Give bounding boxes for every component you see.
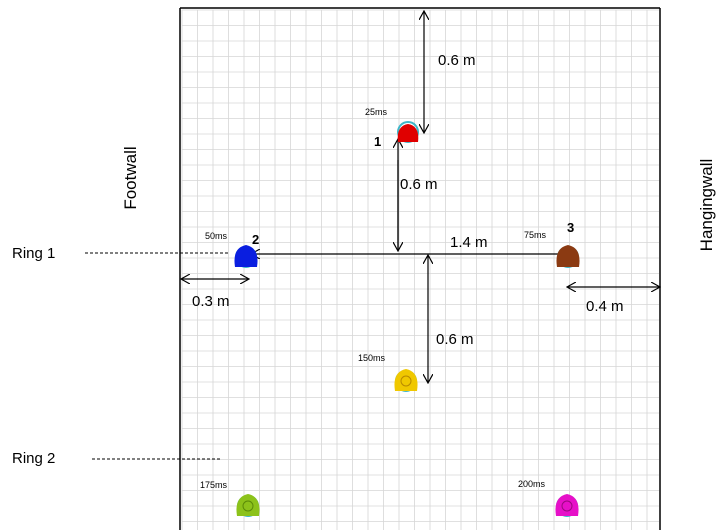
hole-3-charge [556, 245, 580, 267]
blast-hole-3: 75ms 3 [524, 220, 580, 268]
dim-label-hole3-to-hangingwall: 0.4 m [586, 298, 624, 315]
hole-5-delay: 175ms [200, 480, 228, 490]
hole-2-number: 2 [252, 232, 259, 247]
hole-4-delay: 150ms [358, 353, 386, 363]
hole-2-charge [234, 245, 258, 267]
hole-1-delay: 25ms [365, 107, 388, 117]
dim-label-top-to-hole1: 0.6 m [438, 52, 476, 69]
hole-6-delay: 200ms [518, 479, 546, 489]
dim-label-hole1-to-ring1: 0.6 m [400, 176, 438, 193]
blast-hole-1: 25ms 1 [365, 107, 419, 149]
hole-5-charge [236, 494, 260, 516]
dim-label-ring1-to-hole4: 0.6 m [436, 331, 474, 348]
hole-4-center-mark [400, 375, 412, 387]
dim-label-footwall-to-hole2: 0.3 m [192, 293, 230, 310]
ring2-label: Ring 2 [12, 450, 55, 467]
hole-3-delay: 75ms [524, 230, 547, 240]
hole-5-center-mark [242, 500, 254, 512]
hole-6-center-mark [561, 500, 573, 512]
dim-label-hole2-to-hole3: 1.4 m [450, 234, 488, 251]
blast-hole-6: 200ms [518, 479, 579, 517]
hole-1-number: 1 [374, 134, 381, 149]
hole-2-delay: 50ms [205, 231, 228, 241]
grid [181, 9, 659, 530]
hole-6-charge [555, 494, 579, 516]
ring1-label: Ring 1 [12, 245, 55, 262]
blast-hole-5: 175ms [200, 480, 260, 517]
blast-hole-2: 50ms 2 [205, 231, 259, 268]
hole-3-number: 3 [567, 220, 574, 235]
blast-hole-4: 150ms [358, 353, 418, 392]
hole-4-charge [394, 369, 418, 391]
footwall-label: Footwall [121, 146, 140, 209]
hole-1-charge [397, 124, 419, 142]
hangingwall-label: Hangingwall [697, 159, 716, 252]
